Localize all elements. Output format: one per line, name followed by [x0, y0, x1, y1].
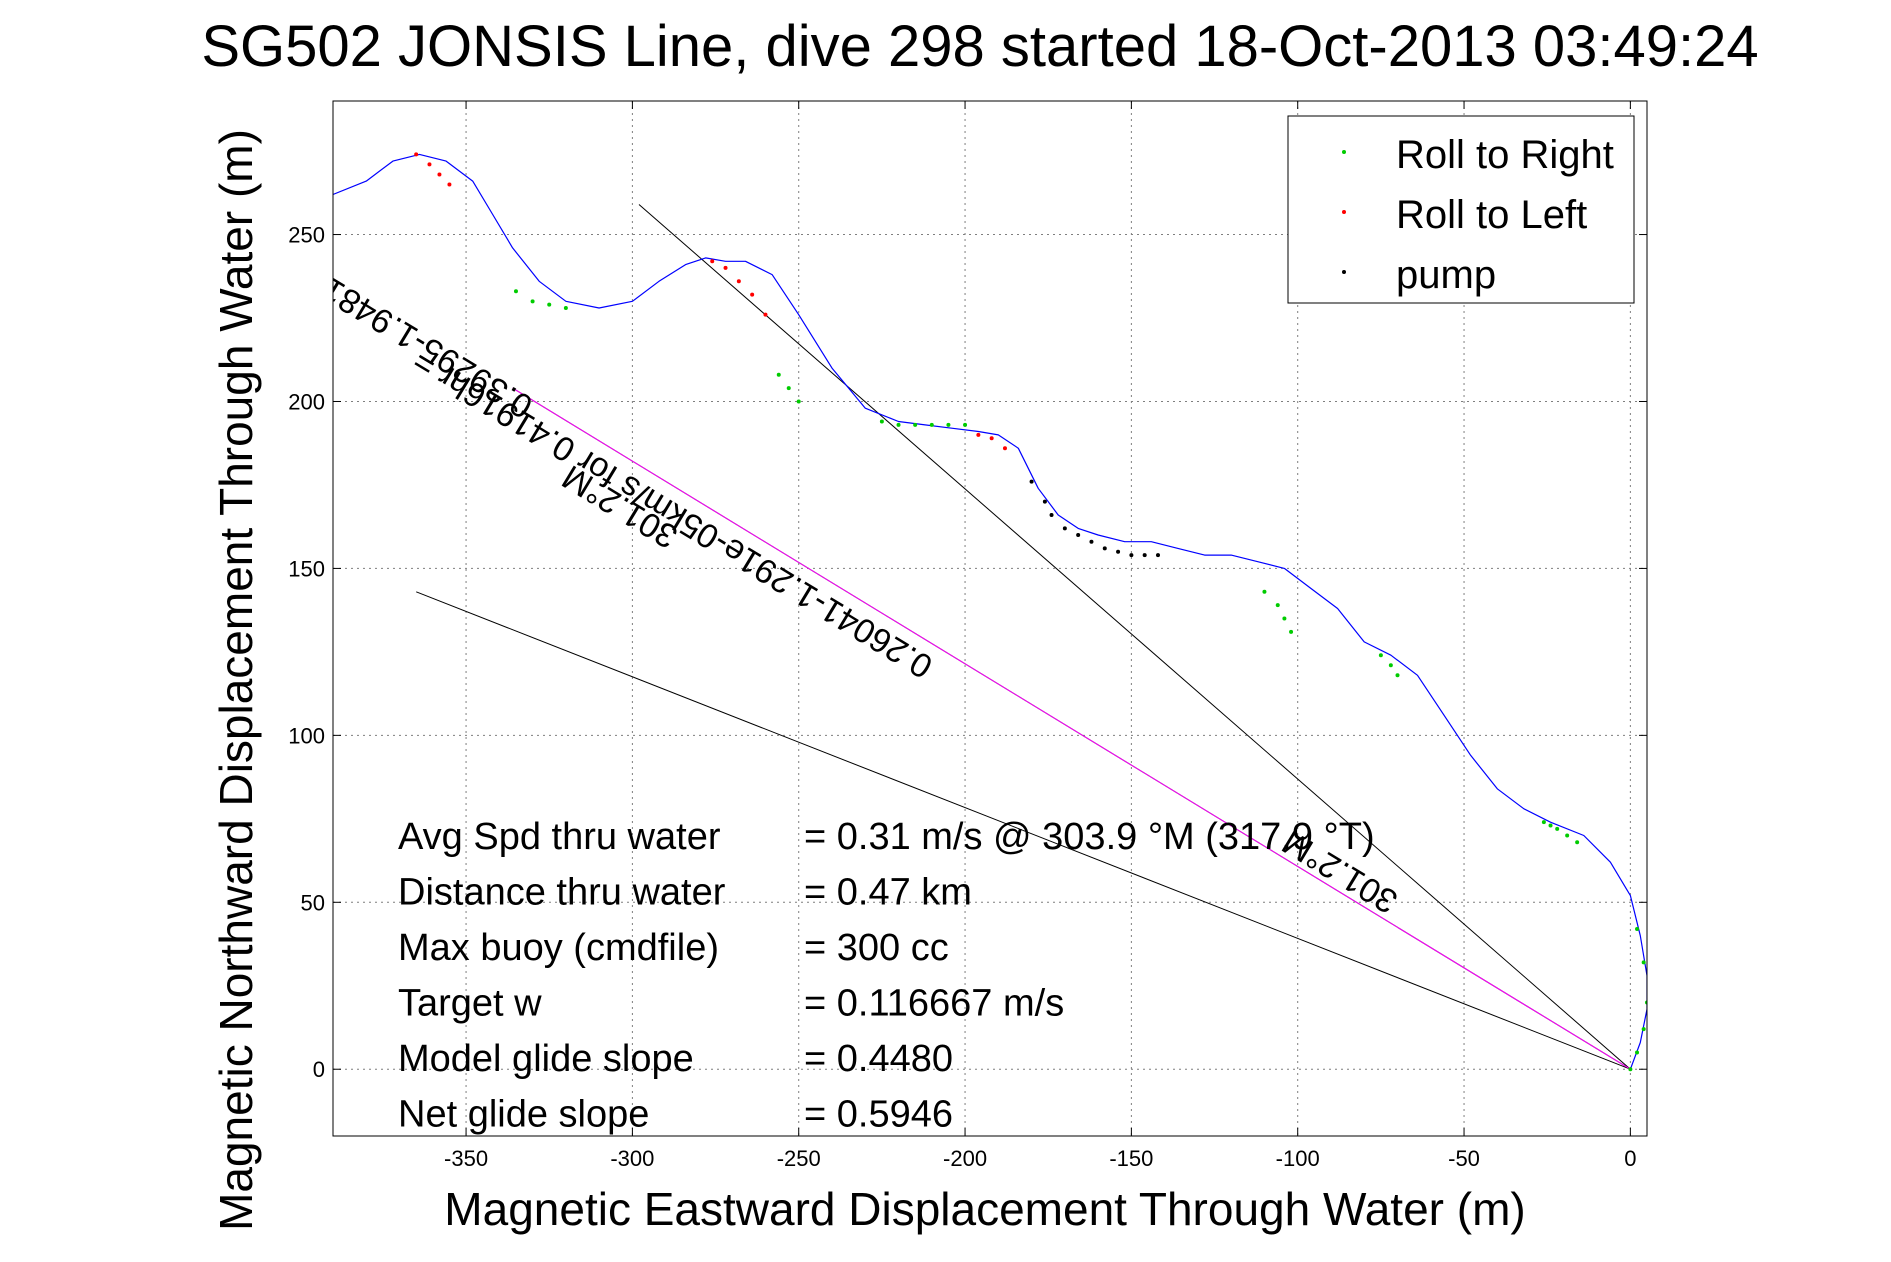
- legend-marker: [1342, 210, 1346, 214]
- pump-point: [1116, 549, 1121, 554]
- stat-label: Max buoy (cmdfile): [398, 927, 719, 969]
- stat-value: = 0.31 m/s @ 303.9 °M (317.9 °T): [804, 816, 1375, 858]
- roll-right-point: [563, 306, 568, 310]
- stat-value: = 0.4480: [804, 1038, 953, 1080]
- x-tick-label: -100: [1276, 1146, 1320, 1171]
- x-tick-label: -350: [444, 1146, 488, 1171]
- stat-value: = 0.47 km: [804, 872, 972, 914]
- stat-value: = 0.116667 m/s: [804, 983, 1064, 1025]
- x-tick-label: -50: [1448, 1146, 1480, 1171]
- roll-right-point: [513, 289, 518, 294]
- roll-right-point: [929, 422, 934, 427]
- x-axis-label: Magnetic Eastward Displacement Through W…: [444, 1183, 1525, 1235]
- chart-title: SG502 JONSIS Line, dive 298 started 18-O…: [201, 14, 1758, 79]
- roll-right-point: [963, 422, 968, 427]
- stat-label: Distance thru water: [398, 872, 726, 914]
- y-tick-label: 200: [288, 389, 325, 414]
- x-tick-label: -200: [943, 1146, 987, 1171]
- stat-value: = 300 cc: [804, 927, 949, 969]
- roll-left-point: [1002, 446, 1007, 451]
- dive-track-line: [333, 153, 1647, 1070]
- roll-left-point: [736, 279, 741, 284]
- roll-right-point: [1262, 589, 1267, 594]
- y-tick-label: 100: [288, 723, 325, 748]
- y-tick-label: 0: [313, 1057, 325, 1082]
- stat-label: Net glide slope: [398, 1094, 649, 1136]
- roll-left-point: [447, 182, 452, 187]
- pump-point: [1076, 533, 1081, 538]
- x-tick-label: -250: [777, 1146, 821, 1171]
- pump-point: [1142, 553, 1147, 558]
- y-tick-label: 150: [288, 556, 325, 581]
- pump-point: [1049, 513, 1054, 517]
- roll-left-point: [723, 265, 728, 270]
- x-tick-label: -300: [610, 1146, 654, 1171]
- roll-right-point: [1548, 823, 1553, 828]
- legend-marker: [1342, 150, 1346, 154]
- roll-right-point: [1275, 603, 1280, 608]
- legend-label: Roll to Right: [1396, 133, 1614, 177]
- roll-right-point: [1555, 826, 1560, 831]
- roll-left-point: [427, 162, 432, 167]
- pump-point: [1042, 499, 1047, 504]
- pump-point: [1062, 526, 1067, 531]
- legend-label: Roll to Left: [1396, 193, 1587, 237]
- roll-right-point: [1635, 1050, 1640, 1055]
- roll-right-point: [1641, 1027, 1646, 1032]
- reference-line-4: [512, 387, 1631, 1070]
- roll-right-point: [786, 386, 791, 391]
- roll-right-point: [946, 422, 951, 427]
- roll-right-point: [896, 422, 901, 427]
- roll-right-point: [530, 299, 535, 304]
- pump-point: [1102, 546, 1107, 551]
- roll-right-point: [1388, 663, 1393, 668]
- axes-border: [332, 100, 1648, 1137]
- roll-right-point: [913, 422, 918, 427]
- roll-right-point: [1635, 927, 1640, 931]
- roll-right-point: [547, 302, 552, 307]
- roll-left-point: [976, 432, 981, 437]
- pump-point: [1155, 553, 1160, 558]
- x-tick-label: 0: [1624, 1146, 1636, 1171]
- roll-right-point: [1575, 840, 1580, 845]
- stat-value: = 0.5946: [804, 1094, 953, 1136]
- roll-left-point: [750, 292, 755, 297]
- pump-point: [1089, 539, 1094, 544]
- roll-right-point: [1541, 820, 1546, 825]
- x-tick-label: -150: [1109, 1146, 1153, 1171]
- stat-label: Model glide slope: [398, 1038, 694, 1080]
- roll-left-point: [710, 259, 715, 264]
- legend-marker: [1342, 270, 1346, 274]
- stat-label: Avg Spd thru water: [398, 816, 721, 858]
- roll-right-point: [1641, 960, 1646, 965]
- roll-right-point: [1395, 673, 1400, 678]
- roll-left-point: [763, 312, 768, 317]
- roll-right-point: [1378, 653, 1383, 658]
- legend-label: pump: [1396, 253, 1496, 297]
- roll-right-point: [796, 399, 801, 404]
- roll-right-point: [776, 372, 781, 377]
- plot-area: -350 -300 -250 -200 -150 -100 -50 0 0 50 100 150 200…: [288, 100, 1648, 1171]
- y-axis-label: Magnetic Northward Displacement Through …: [210, 129, 262, 1231]
- roll-right-point: [1628, 1067, 1633, 1072]
- y-tick-label: 250: [288, 223, 325, 248]
- roll-left-point: [989, 436, 994, 441]
- pump-point: [1029, 479, 1034, 484]
- stat-label: Target w: [398, 983, 542, 1025]
- roll-right-point: [879, 419, 884, 424]
- roll-right-point: [1289, 629, 1294, 634]
- reference-line-1: [638, 204, 1631, 1070]
- roll-right-point: [1565, 833, 1570, 838]
- y-tick-label: 50: [301, 890, 325, 915]
- roll-right-point: [1282, 616, 1287, 621]
- roll-left-point: [414, 152, 419, 157]
- pump-point: [1129, 553, 1134, 558]
- roll-left-point: [437, 172, 442, 177]
- reference-line-2: [416, 591, 1631, 1070]
